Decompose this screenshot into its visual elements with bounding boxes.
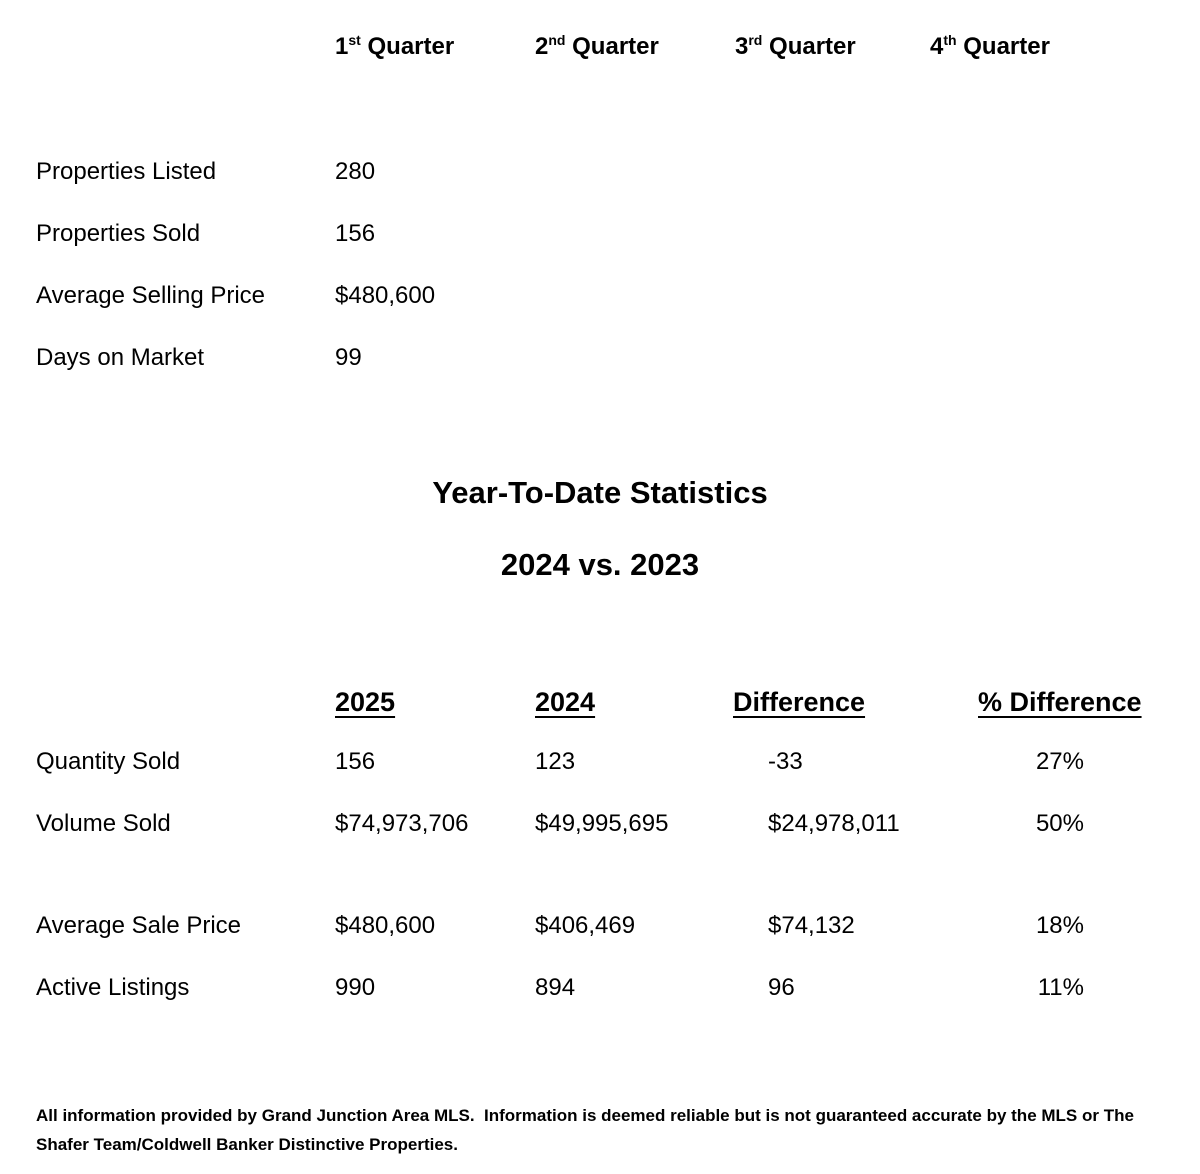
value-2025: 990 [335,974,376,1001]
value-2024: 123 [535,748,576,775]
value-2024: $49,995,695 [535,810,669,837]
value-2024: 894 [535,974,576,1001]
table-row: Properties Listed 280 [36,157,1164,219]
value-difference: $74,132 [768,912,855,939]
table-row: Properties Sold 156 [36,219,1164,281]
quarter-number: 3 [735,33,749,60]
column-header-2024: 2024 [535,687,596,717]
value-2025: $74,973,706 [335,810,469,837]
quarter-2-header: 2nd Quarter [535,32,735,62]
table-row: Quantity Sold 156 123 -33 27% [36,747,1164,809]
table-row: Active Listings 990 894 96 11% [36,973,1164,1035]
ytd-title: Year-To-Date Statistics [432,475,768,510]
ytd-subtitle: 2024 vs. 2023 [500,547,700,582]
row-label: Volume Sold [36,810,171,837]
column-header-2025: 2025 [335,687,396,717]
quarter-word: Quarter [572,33,659,60]
quarter-ordinal: nd [548,32,566,48]
ytd-table-body: Quantity Sold 156 123 -33 27% Volume Sol… [36,747,1164,1035]
quarter-number: 1 [335,33,349,60]
ytd-header-row: 2025 2024 Difference % Difference [36,685,1164,719]
q1-value: 99 [335,344,362,371]
column-header-difference: Difference [733,687,866,717]
row-label: Properties Sold [36,220,201,247]
quarter-word: Quarter [963,33,1050,60]
quarter-ordinal: st [348,32,361,48]
value-difference: $24,978,011 [768,810,900,837]
quarter-3-header: 3rd Quarter [735,32,930,62]
disclaimer-text: All information provided by Grand Juncti… [36,1106,1139,1155]
value-pct-difference: 11% [1037,974,1084,1001]
quarterly-table: 1st Quarter 2nd Quarter 3rd Quarter 4th … [36,32,1164,405]
quarter-ordinal: rd [748,32,763,48]
quarterly-table-body: Properties Listed 280 Properties Sold 15… [36,157,1164,405]
row-label: Average Sale Price [36,912,242,939]
q1-value: $480,600 [335,282,436,309]
value-pct-difference: 18% [1035,912,1084,939]
ytd-table: 2025 2024 Difference % Difference Quanti… [36,685,1164,1035]
value-2025: $480,600 [335,912,436,939]
value-difference: 96 [768,974,795,1001]
row-label: Quantity Sold [36,748,181,775]
table-row: Volume Sold $74,973,706 $49,995,695 $24,… [36,809,1164,871]
row-label: Average Selling Price [36,282,266,309]
row-label: Properties Listed [36,158,217,185]
value-pct-difference: 50% [1035,810,1084,837]
quarter-number: 2 [535,33,549,60]
quarterly-header-row: 1st Quarter 2nd Quarter 3rd Quarter 4th … [36,32,1164,62]
q1-value: 156 [335,220,376,247]
quarter-4-header: 4th Quarter [930,32,1164,62]
quarter-1-header: 1st Quarter [335,32,535,62]
quarter-number: 4 [930,33,944,60]
quarter-word: Quarter [769,33,856,60]
table-row: Days on Market 99 [36,343,1164,405]
value-2025: 156 [335,748,376,775]
table-row: Average Sale Price $480,600 $406,469 $74… [36,911,1164,973]
column-header-pct-difference: % Difference [978,687,1142,717]
row-label: Days on Market [36,344,205,371]
quarter-word: Quarter [367,33,455,60]
value-2024: $406,469 [535,912,636,939]
value-difference: -33 [768,748,803,775]
value-pct-difference: 27% [1035,748,1084,775]
quarter-ordinal: th [943,32,957,48]
q1-value: 280 [335,158,376,185]
row-label: Active Listings [36,974,190,1001]
table-row: Average Selling Price $480,600 [36,281,1164,343]
